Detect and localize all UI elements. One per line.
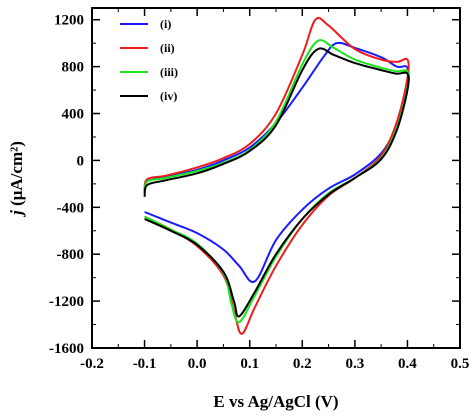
legend: (i) (ii) (iii) (iv) (120, 17, 178, 103)
series-lines (143, 16, 410, 335)
x-tick-label: 0.2 (293, 356, 312, 372)
y-tick-label: -1200 (49, 294, 84, 310)
legend-label: (ii) (160, 41, 175, 55)
x-tick-label: 0.4 (398, 356, 417, 372)
series-line-2 (143, 16, 410, 335)
y-axis-label-symbol: j (7, 210, 26, 218)
series-line-3 (143, 39, 410, 324)
legend-label: (iv) (160, 89, 177, 103)
axis-ticks: -0.2 -0.1 0.0 0.1 0.2 0.3 0.4 0.5 -1600 -1200 -800… (49, 8, 469, 372)
y-tick-label: -800 (57, 247, 85, 263)
x-tick-label: 0.3 (345, 356, 364, 372)
x-tick-label: -0.2 (80, 356, 104, 372)
y-axis-label-units: (μA/cm²) (7, 141, 26, 210)
y-tick-label: 400 (62, 107, 85, 123)
series-line-1 (143, 41, 410, 283)
y-tick-label: 800 (62, 60, 85, 76)
x-tick-label: 0.0 (188, 356, 207, 372)
x-tick-label: -0.1 (133, 356, 157, 372)
y-tick-label: 1200 (54, 13, 84, 29)
x-axis-label: E vs Ag/AgCl (V) (213, 392, 338, 411)
y-tick-label: -400 (57, 200, 85, 216)
y-tick-label: 0 (77, 153, 85, 169)
y-tick-label: -1600 (49, 341, 84, 357)
y-axis-label: j (μA/cm²) (7, 141, 26, 218)
series-line-4 (143, 47, 410, 318)
legend-label: (i) (160, 17, 171, 31)
x-tick-label: 0.1 (240, 356, 259, 372)
legend-label: (iii) (160, 65, 178, 79)
x-tick-label: 0.5 (451, 356, 470, 372)
